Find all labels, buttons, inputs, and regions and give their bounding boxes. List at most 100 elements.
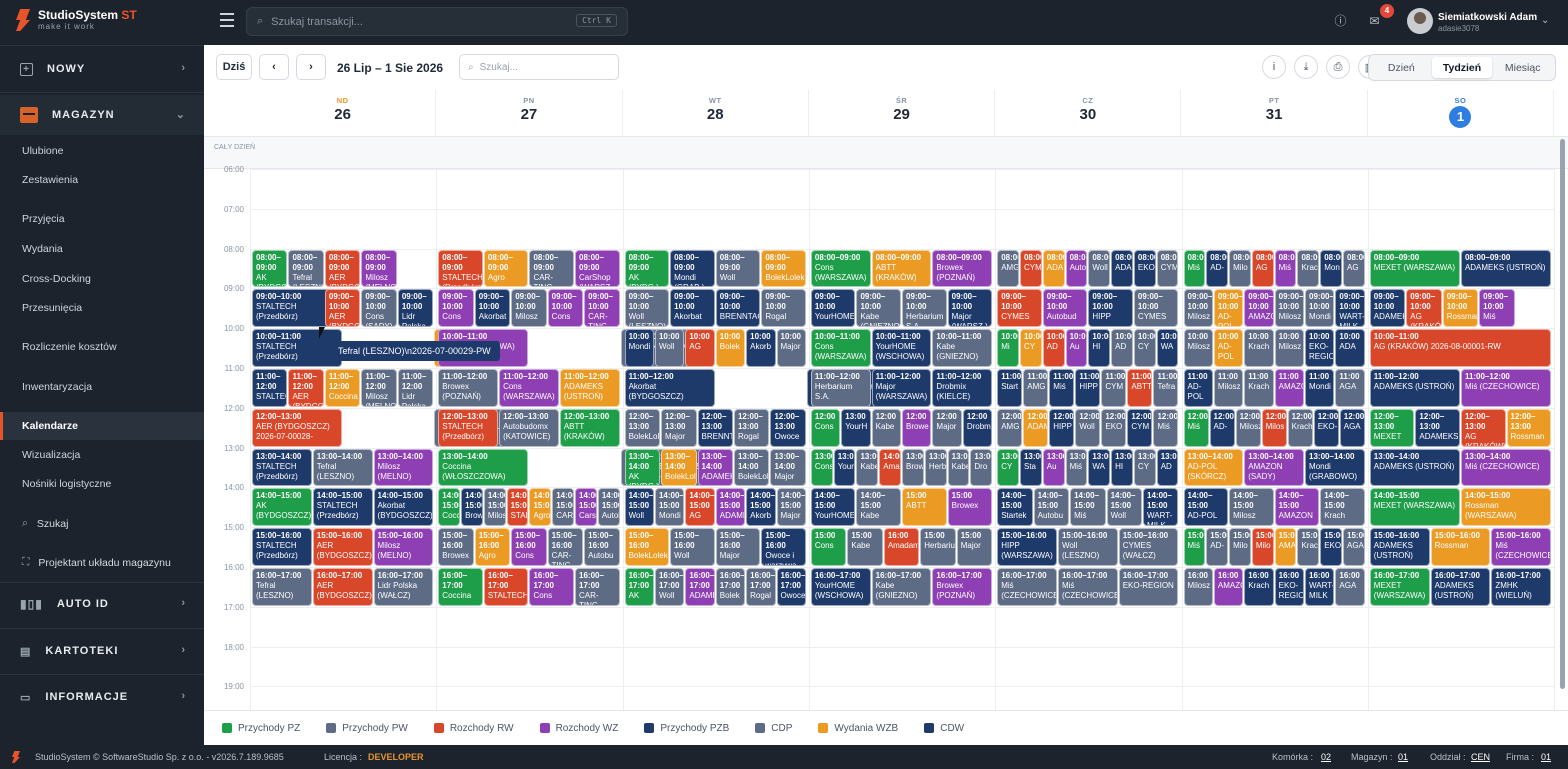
calendar-event[interactable]: 15:00–16:00 Woll (LESZNO) [1057,528,1118,566]
calendar-event[interactable]: 15:00–16:00 CYMES (WAŁCZ) [1118,528,1179,566]
calendar-event[interactable]: 09:00–10:00 Cons [547,289,584,328]
calendar-event[interactable]: 16:00–17:00 ADAMEKS (USTROŃ) [1430,568,1491,606]
scrollbar[interactable] [1560,139,1565,689]
calendar-event[interactable]: 10:00 Bolek [715,329,746,367]
calendar-event[interactable]: 13:00–14:00 Miś (CZECHOWICE) [1460,448,1552,487]
calendar-event[interactable]: 12:00–13:00 Major [661,408,697,447]
calendar-event[interactable]: 09:00–10:00 Rogal [761,289,806,328]
calendar-event[interactable]: 13:00–14:00 AK (BYDG.) [624,448,661,487]
calendar-event[interactable]: 12:00 Milosz [1235,408,1261,447]
view-month-button[interactable]: Miesiąc [1504,61,1541,74]
info-icon[interactable]: i [1262,55,1286,79]
calendar-event[interactable]: 09:00–10:00 BRENNTAG [715,289,761,328]
user-name[interactable]: Siemiatkowski Adam [1438,12,1538,23]
calendar-event[interactable]: 09:00–10:00 Milosz [511,289,547,328]
firma-value[interactable]: 01 [1541,752,1552,762]
sidebar-section-magazyn[interactable]: MAGAZYN ⌄ [0,95,204,135]
calendar-event[interactable]: 08:00–09:00 Agro [483,249,529,288]
calendar-event[interactable]: 13:00 YourH [841,408,871,447]
sidebar-item-przyjecia[interactable]: Przyjęcia [22,213,65,225]
calendar-event[interactable]: 14:00–15:00 Rossman (WARSZAWA) [1460,488,1552,527]
komorka-value[interactable]: 02 [1321,752,1332,762]
calendar-event[interactable]: 14:00–15:00 AMAZON [1274,488,1320,527]
calendar-event[interactable]: 12:00 Miś [1183,408,1209,447]
calendar-event[interactable]: 12:00–13:00 MEXET [1369,408,1415,447]
calendar-event[interactable]: 11:00 ABTT [1127,369,1153,407]
calendar-event[interactable]: 16:00–17:00 Cons [529,568,574,606]
calendar-event[interactable]: 10:00 Woll [654,329,685,367]
calendar-event[interactable]: 11:00 Mondi [1305,369,1335,407]
calendar-event[interactable]: 12:00 HIPP [1049,408,1075,447]
sidebar-item-wydania[interactable]: Wydania [22,243,63,255]
calendar-event[interactable]: 16:00–17:00 AER (BYDGOSZCZ) [312,568,373,606]
calendar-event[interactable]: 15:00 Major [956,528,993,566]
calendar-event[interactable]: 09:00–10:00 Akorbat [670,289,715,328]
sidebar-item-ulubione[interactable]: Ulubione [22,145,64,157]
calendar-event[interactable]: 10:00 Krach [1244,329,1274,367]
calendar-event[interactable]: 14:00–15:00 Miś [1070,488,1106,527]
calendar-event[interactable]: 12:00 CYM [1127,408,1153,447]
calendar-event[interactable]: 12:00 Miś [1153,408,1179,447]
calendar-event[interactable]: 09:00–10:00 Miś [1479,289,1515,328]
calendar-event[interactable]: 13:00–14:00 Major [770,448,806,487]
calendar-event[interactable]: 12:00 Major [932,408,962,447]
calendar-event[interactable]: 08:00–09:00 AK (BYDG.) [624,249,670,288]
calendar-event[interactable]: 15:00 ABTT [902,488,947,527]
calendar-event[interactable]: 12:00–13:00 ABTT (KRAKÓW) [559,408,620,447]
calendar-event[interactable]: 15:00–16:00 Browex [438,528,474,566]
sidebar-item-kalendarze[interactable] [0,412,204,440]
calendar-event[interactable]: 10:00 AD-POL [1213,329,1244,367]
calendar-event[interactable]: 12:00–13:00 Owoce [770,408,806,447]
calendar-event[interactable]: 12:00 Woll [1075,408,1101,447]
calendar-event[interactable]: 09:00–10:00 Milosz [1274,289,1305,328]
calendar-event[interactable]: 09:00–10:00 HIPP [1088,289,1133,328]
calendar-event[interactable]: 10:00–11:00 AG (KRAKÓW) 2026-08-00001-RW [1369,329,1552,367]
calendar-search-input[interactable]: ⌕ Szukaj... [459,54,619,80]
calendar-event[interactable]: 14:00–15:00 YourHOME [810,488,856,527]
sidebar-section-autoid[interactable]: ▮▯▮ AUTO ID › [0,584,204,624]
calendar-event[interactable]: 12:00 ADAM [1023,408,1049,447]
calendar-event[interactable]: 09:00–10:00 Kabe (GNIEZNO) [856,289,902,328]
calendar-event[interactable]: 15:00–16:00 AER (BYDGOSZCZ) [312,528,373,566]
calendar-event[interactable]: 16:00 WART-MILK [1305,568,1335,606]
calendar-event[interactable]: 10:00–11:00 STALTECH (Przedbórz) [252,329,343,367]
sidebar-section-kartoteki[interactable]: ▤ KARTOTEKI › [0,631,204,671]
calendar-event[interactable]: 12:00–13:00 AG (KRAKÓW) [1460,408,1506,447]
calendar-event[interactable]: 12:00 AMG [997,408,1023,447]
calendar-event[interactable]: 08:00–09:00 STALTECH (Przedbórz) [438,249,483,288]
transaction-search-input[interactable]: ⌕ Szukaj transakcji... Ctrl K [246,7,628,36]
calendar-event[interactable]: 11:00 Milosz [1213,369,1244,407]
calendar-event[interactable]: 15:00–16:00 Milosz (MELNO) [373,528,434,566]
calendar-event[interactable]: 12:00 EKO [1101,408,1127,447]
calendar-event[interactable]: 09:00–10:00 Major (WARSZ.) [947,289,993,328]
calendar-event[interactable]: 09:00–10:00 Akorbat [474,289,511,328]
day-header[interactable]: ND 26 [250,90,437,136]
calendar-event[interactable]: 15:00–16:00 Major [715,528,761,566]
calendar-event[interactable]: 09:00–10:00 Cons [438,289,474,328]
calendar-event[interactable]: 16:00 Amadam [883,528,920,566]
calendar-event[interactable]: 14:00–15:00 WART-MILK [1143,488,1179,527]
